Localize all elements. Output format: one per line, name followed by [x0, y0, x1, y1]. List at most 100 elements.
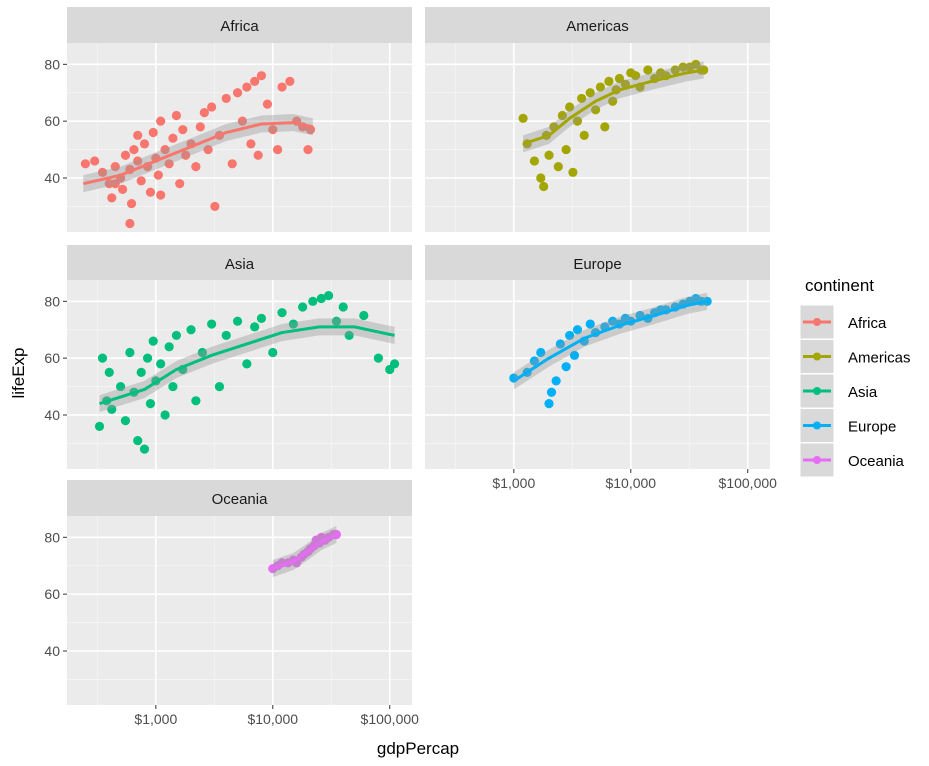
data-point — [156, 359, 166, 369]
data-point — [148, 336, 158, 346]
data-point — [242, 359, 252, 369]
data-point — [572, 325, 583, 335]
data-point — [308, 296, 318, 306]
data-point — [118, 184, 128, 194]
data-point — [678, 62, 688, 72]
data-point — [555, 339, 565, 349]
data-point — [116, 381, 126, 392]
data-point — [389, 359, 400, 369]
legend-label: Americas — [848, 350, 911, 367]
y-tick-label: 40 — [44, 407, 60, 423]
data-point — [553, 162, 563, 172]
data-point — [569, 350, 580, 360]
data-point — [133, 435, 143, 446]
data-point — [153, 170, 163, 180]
data-point — [585, 88, 595, 98]
facet-strip — [425, 245, 770, 280]
smooth-line — [99, 325, 395, 406]
data-point — [107, 193, 117, 203]
data-point — [643, 65, 653, 75]
data-point — [90, 156, 100, 166]
data-point — [250, 322, 260, 332]
data-point — [107, 404, 117, 414]
legend-label: Oceania — [848, 453, 905, 470]
legend-label: Africa — [848, 315, 887, 332]
data-point — [232, 88, 243, 98]
facet-strip-label: Europe — [573, 256, 621, 273]
data-point — [595, 82, 606, 92]
data-point — [579, 130, 589, 140]
data-point — [145, 187, 156, 197]
facet-strip — [67, 245, 412, 280]
data-point — [338, 302, 348, 312]
data-point — [577, 93, 587, 104]
data-point — [80, 159, 91, 169]
data-point — [614, 73, 625, 84]
data-point — [125, 347, 135, 358]
data-point — [253, 150, 263, 160]
data-point — [565, 102, 575, 112]
panel-background — [425, 280, 770, 469]
facet-strip-label: Oceania — [212, 491, 269, 508]
data-point — [207, 102, 217, 112]
data-point — [191, 162, 201, 172]
smooth-line — [522, 68, 704, 146]
data-point — [242, 82, 252, 92]
legend-item-asia: Asia — [799, 373, 878, 409]
data-point — [197, 347, 207, 358]
legend-item-americas: Americas — [799, 339, 911, 374]
data-point — [331, 316, 342, 326]
x-tick-label: $10,000 — [247, 711, 298, 727]
smooth-line — [272, 533, 338, 570]
facet-strip — [67, 480, 412, 516]
data-point — [168, 133, 178, 143]
data-point — [129, 144, 139, 155]
data-point — [133, 156, 143, 166]
data-point — [539, 181, 549, 192]
data-point — [104, 367, 114, 377]
data-point — [195, 122, 205, 132]
data-point — [561, 362, 571, 372]
data-point — [199, 108, 209, 118]
data-point — [536, 347, 546, 358]
data-point — [221, 330, 231, 341]
facet-panel-americas: Americas — [425, 7, 770, 232]
data-point — [305, 125, 316, 135]
data-point — [125, 218, 135, 229]
data-point — [344, 330, 354, 341]
data-point — [256, 313, 267, 323]
panel-background — [67, 43, 412, 232]
data-point — [164, 342, 174, 352]
data-point — [145, 399, 156, 409]
data-point — [160, 410, 170, 420]
smooth-line — [513, 299, 708, 383]
data-point — [97, 167, 108, 177]
legend-title: continent — [805, 276, 874, 295]
facet-panel-oceania: Oceania $1,000 $10,000 $100,000 40 60 80 — [44, 480, 419, 727]
legend-point — [813, 352, 821, 361]
data-point — [277, 308, 287, 318]
x-axis-title: gdpPercap — [377, 739, 459, 758]
data-point — [175, 179, 185, 189]
facet-strip-label: Africa — [220, 18, 259, 35]
data-point — [136, 367, 146, 377]
data-point — [142, 353, 153, 363]
data-point — [604, 76, 614, 86]
data-point — [544, 399, 554, 409]
data-point — [518, 113, 528, 123]
y-tick-label: 80 — [44, 529, 60, 545]
data-point — [171, 110, 182, 121]
panel-background — [67, 280, 412, 469]
data-point — [565, 330, 575, 341]
data-point — [110, 162, 120, 172]
data-point — [210, 201, 220, 212]
data-point — [110, 179, 120, 189]
data-point — [156, 190, 166, 200]
data-point — [551, 376, 561, 386]
data-point — [373, 353, 384, 363]
data-point — [529, 156, 540, 166]
data-point — [268, 347, 278, 358]
data-point — [702, 296, 712, 306]
data-point — [250, 76, 260, 86]
